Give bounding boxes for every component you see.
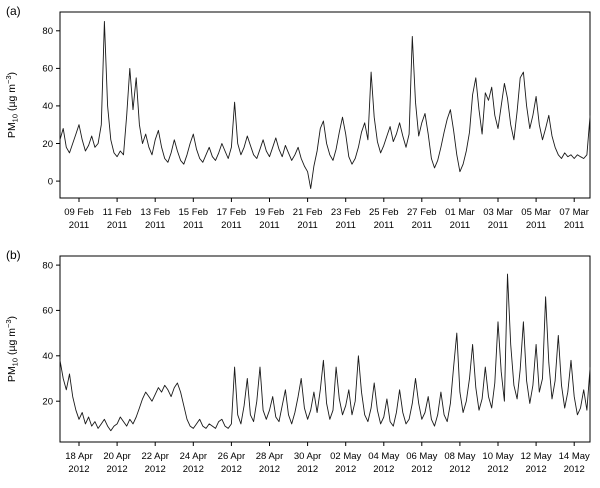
y-tick-label: 40: [42, 351, 53, 362]
x-tick-label-date: 19 Feb: [255, 207, 285, 218]
x-tick-label-date: 26 Apr: [218, 451, 245, 462]
y-tick-label: 80: [42, 260, 53, 271]
x-tick-label-year: 2011: [297, 220, 317, 231]
x-tick-label-date: 21 Feb: [293, 207, 323, 218]
x-tick-label-year: 2011: [69, 220, 89, 231]
x-tick-label-year: 2011: [564, 220, 584, 231]
x-tick-label-year: 2012: [487, 464, 508, 475]
x-tick-label-year: 2011: [335, 220, 355, 231]
x-tick-label-year: 2012: [221, 464, 242, 475]
x-tick-label-date: 18 Apr: [65, 451, 92, 462]
y-tick-label: 80: [42, 26, 53, 37]
x-tick-label-date: 04 May: [368, 451, 399, 462]
panel-b-chart: 20 40 60 80 18 Apr 2012 20 Apr 2012 22 Apr 2012 24…: [4, 255, 591, 475]
x-tick-label-year: 2012: [297, 464, 318, 475]
x-tick-label-date: 09 Feb: [64, 207, 94, 218]
panel-a: (a) 0 20 40 60 80 09 Feb 2011 11 Feb 2011 13 Feb 2…: [4, 4, 591, 231]
x-tick-label-year: 2011: [107, 220, 127, 231]
x-tick-label-date: 20 Apr: [103, 451, 130, 462]
x-tick-label-date: 23 Feb: [331, 207, 361, 218]
panel-a-label: (a): [6, 4, 21, 18]
y-axis-label: PM10 (µg m−3): [4, 72, 20, 138]
x-tick-label-year: 2011: [221, 220, 241, 231]
x-tick-label-date: 01 Mar: [445, 207, 475, 218]
pm10-series-line: [59, 273, 591, 432]
x-tick-label-year: 2012: [526, 464, 547, 475]
x-tick-label-date: 07 Mar: [559, 207, 589, 218]
x-tick-label-date: 05 Mar: [521, 207, 551, 218]
x-tick-label-year: 2012: [411, 464, 432, 475]
x-tick-label-date: 24 Apr: [180, 451, 207, 462]
x-tick-label-year: 2012: [107, 464, 128, 475]
x-tick-label-year: 2012: [183, 464, 204, 475]
x-tick-label-year: 2012: [564, 464, 585, 475]
x-tick-label-date: 30 Apr: [294, 451, 321, 462]
x-tick-label-year: 2012: [259, 464, 280, 475]
x-tick-label-date: 17 Feb: [217, 207, 247, 218]
y-tick-label: 60: [42, 64, 53, 75]
x-tick-label-date: 11 Feb: [103, 207, 132, 218]
x-tick-label-date: 10 May: [482, 451, 513, 462]
panel-b: (b) 20 40 60 80 18 Apr 2012 20 Apr 2012 22 Apr 20…: [0, 244, 600, 488]
y-tick-label: 60: [42, 306, 53, 317]
y-tick-label: 40: [42, 101, 53, 112]
y-tick-label: 20: [42, 139, 53, 150]
x-tick-label-date: 28 Apr: [256, 451, 283, 462]
x-tick-label-year: 2011: [259, 220, 279, 231]
x-tick-label-date: 22 Apr: [141, 451, 168, 462]
x-tick-label-date: 12 May: [521, 451, 552, 462]
x-tick-label-year: 2011: [488, 220, 508, 231]
x-tick-label-year: 2011: [412, 220, 432, 231]
x-tick-label-year: 2012: [449, 464, 470, 475]
x-tick-label-year: 2011: [374, 220, 394, 231]
panel-b-label: (b): [6, 248, 21, 262]
x-tick-label-date: 06 May: [406, 451, 437, 462]
x-tick-label-date: 08 May: [444, 451, 475, 462]
x-tick-label-year: 2011: [526, 220, 546, 231]
plot-frame: [59, 255, 591, 443]
y-axis-label: PM10 (µg m−3): [4, 316, 20, 382]
panel-a-chart: 0 20 40 60 80 09 Feb 2011 11 Feb 2011 13 Feb 2011 1…: [4, 11, 591, 231]
x-tick-label-date: 02 May: [330, 451, 361, 462]
x-tick-label-date: 13 Feb: [140, 207, 170, 218]
x-tick-label-date: 14 May: [559, 451, 590, 462]
x-tick-label-date: 27 Feb: [407, 207, 437, 218]
x-tick-label-year: 2011: [450, 220, 470, 231]
x-tick-label-year: 2012: [68, 464, 89, 475]
x-tick-label-year: 2012: [145, 464, 166, 475]
x-tick-label-year: 2011: [183, 220, 203, 231]
x-tick-label-date: 25 Feb: [369, 207, 399, 218]
y-tick-label: 0: [48, 176, 53, 187]
x-tick-label-date: 03 Mar: [483, 207, 513, 218]
pm10-series-line: [59, 20, 591, 190]
y-tick-label: 20: [42, 397, 53, 408]
x-tick-label-year: 2012: [373, 464, 394, 475]
plot-frame: [59, 11, 591, 199]
x-tick-label-year: 2012: [335, 464, 356, 475]
x-tick-label-year: 2011: [145, 220, 165, 231]
x-tick-label-date: 15 Feb: [179, 207, 209, 218]
